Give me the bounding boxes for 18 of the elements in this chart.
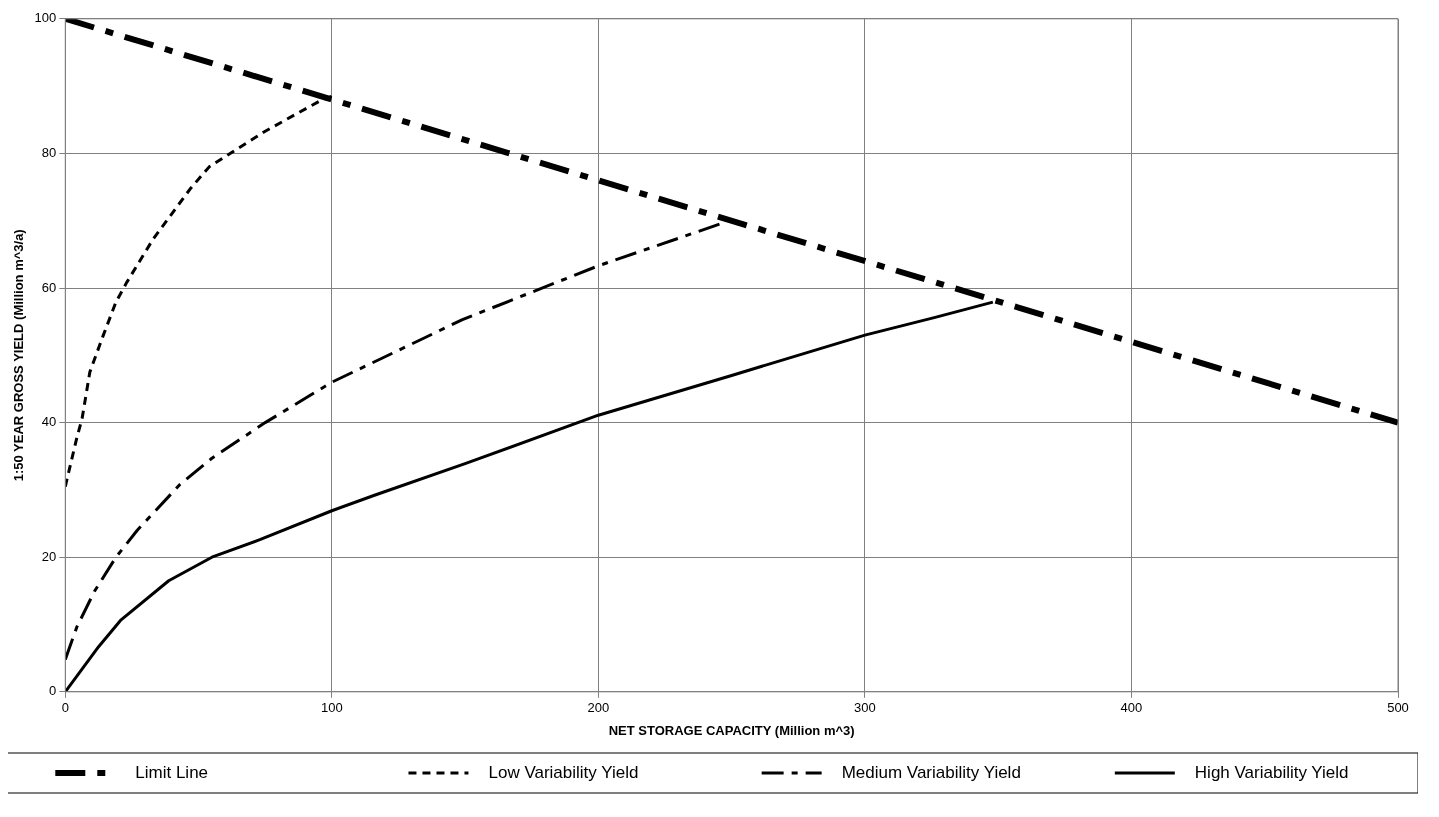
legend-label: Low Variability Yield [488,762,639,782]
y-tick-label: 60 [41,279,57,295]
x-tick-label: 0 [61,700,69,716]
x-tick-label: 400 [1120,700,1143,716]
x-tick-label: 200 [587,700,610,716]
y-tick-label: 80 [41,144,57,160]
legend-label: High Variability Yield [1194,762,1349,782]
y-axis-title: 1:50 YEAR GROSS YIELD (Million m^3/a) [11,229,27,482]
x-axis-title: NET STORAGE CAPACITY (Million m^3) [608,722,855,738]
legend-label: Medium Variability Yield [841,762,1021,782]
y-tick-label: 20 [41,548,57,564]
y-tick-label: 40 [41,414,57,430]
x-tick-label: 500 [1387,700,1409,716]
x-tick-label: 300 [854,700,876,716]
y-tick-label: 100 [34,10,57,26]
y-tick-label: 0 [49,683,57,699]
legend-label: Limit Line [135,762,209,782]
x-tick-label: 100 [320,700,343,716]
